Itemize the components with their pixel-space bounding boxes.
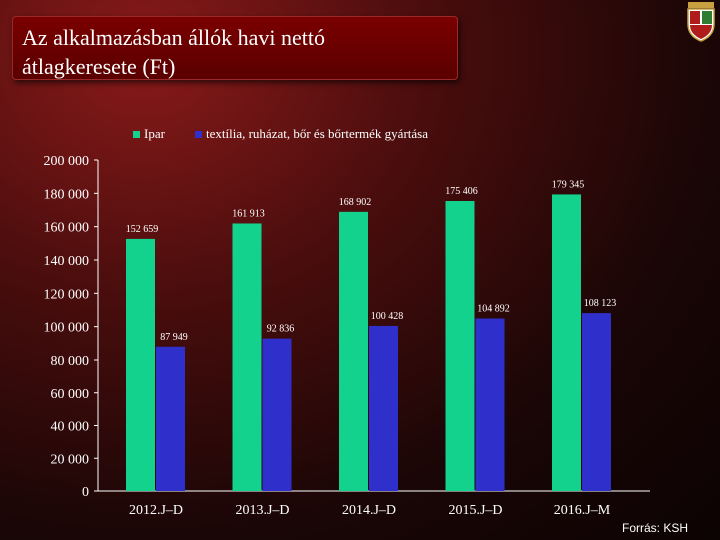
legend-swatch-textil bbox=[195, 130, 202, 138]
bar-value-label: 161 913 bbox=[232, 208, 265, 219]
bar-textil bbox=[262, 338, 292, 491]
x-tick-label: 2012.J–D bbox=[129, 503, 183, 518]
slide-title-line-1: Az alkalmazásban állók havi nettó bbox=[22, 25, 325, 50]
legend-label-textil: textília, ruházat, bőr és bőrtermék gyár… bbox=[206, 126, 428, 141]
y-tick-label: 160 000 bbox=[44, 221, 90, 236]
bar-textil bbox=[156, 346, 185, 491]
source-note: Forrás: KSH bbox=[622, 521, 689, 535]
y-tick-label: 140 000 bbox=[44, 254, 90, 269]
bar-ipar bbox=[339, 211, 368, 491]
bar-ipar bbox=[232, 223, 262, 491]
bar-ipar bbox=[126, 238, 155, 491]
y-tick-label: 180 000 bbox=[44, 187, 90, 202]
legend-item-ipar: Ipar bbox=[133, 126, 165, 142]
x-tick-label: 2015.J–D bbox=[448, 503, 502, 518]
legend-item-textil: textília, ruházat, bőr és bőrtermék gyár… bbox=[195, 126, 428, 142]
bar-ipar bbox=[445, 200, 475, 492]
y-tick-label: 60 000 bbox=[51, 387, 90, 402]
bar-value-label: 168 902 bbox=[339, 197, 372, 208]
bar-value-label: 104 892 bbox=[477, 304, 510, 315]
slide-title: Az alkalmazásban állók havi nettó átlagk… bbox=[12, 16, 458, 80]
bar-value-label: 92 836 bbox=[267, 324, 295, 335]
y-tick-label: 20 000 bbox=[51, 452, 90, 467]
bar-value-label: 87 949 bbox=[160, 332, 188, 343]
bar-value-label: 152 659 bbox=[126, 224, 159, 235]
y-tick-label: 40 000 bbox=[51, 420, 90, 435]
y-tick-label: 0 bbox=[82, 485, 89, 500]
bar-ipar bbox=[552, 194, 581, 492]
legend-label-ipar: Ipar bbox=[144, 126, 165, 141]
bar-value-label: 179 345 bbox=[552, 179, 585, 190]
y-tick-label: 80 000 bbox=[51, 354, 90, 369]
x-tick-label: 2016.J–M bbox=[554, 503, 611, 518]
x-tick-label: 2013.J–D bbox=[235, 503, 289, 518]
bar-value-label: 108 123 bbox=[584, 298, 617, 309]
y-tick-label: 100 000 bbox=[44, 321, 90, 336]
slide-title-line-2: átlagkeresete (Ft) bbox=[22, 54, 176, 79]
bar-textil bbox=[475, 318, 505, 491]
bar-textil bbox=[369, 325, 398, 491]
coat-of-arms-icon bbox=[687, 2, 715, 42]
y-tick-label: 200 000 bbox=[44, 154, 90, 169]
y-tick-label: 120 000 bbox=[44, 287, 90, 302]
bar-value-label: 100 428 bbox=[371, 311, 404, 322]
legend-swatch-ipar bbox=[133, 130, 140, 138]
bar-value-label: 175 406 bbox=[445, 186, 478, 197]
bar-textil bbox=[582, 313, 611, 491]
x-tick-label: 2014.J–D bbox=[342, 503, 396, 518]
